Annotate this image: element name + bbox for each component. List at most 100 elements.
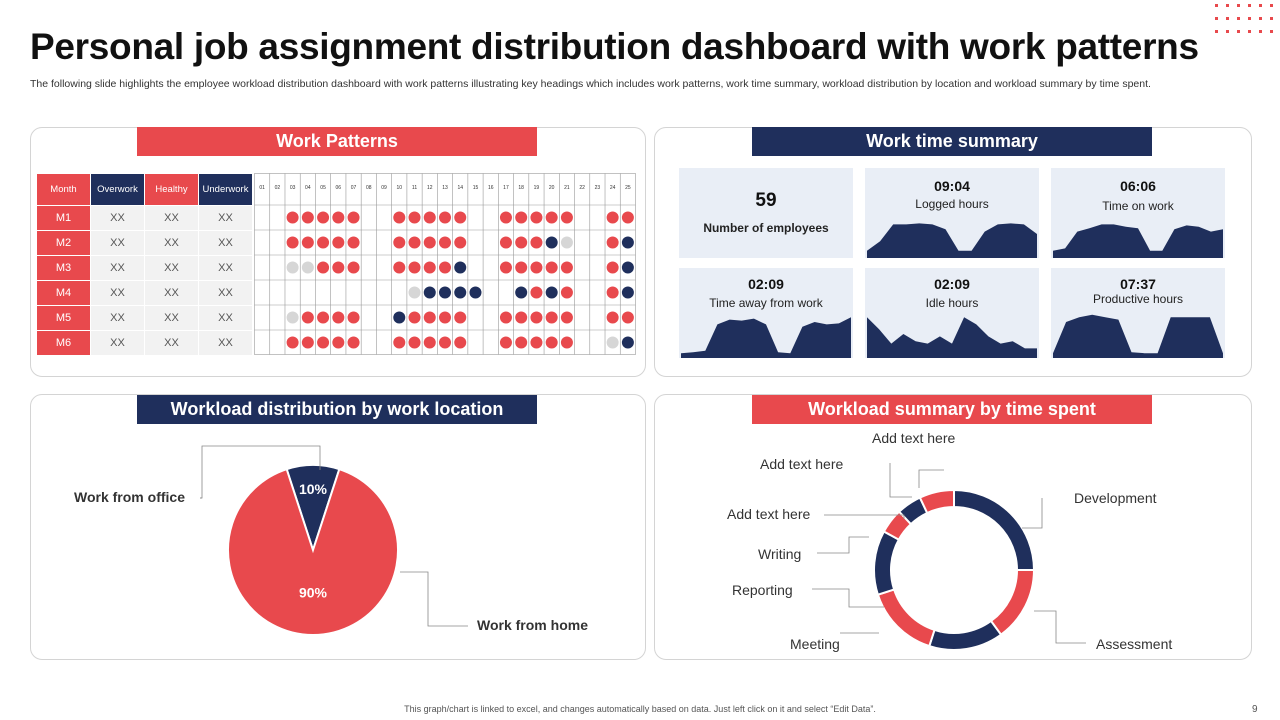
day-dot: [347, 236, 360, 249]
summary-card-value: 06:06: [1120, 178, 1156, 194]
donut-segment: [953, 488, 1036, 571]
page-number: 9: [1252, 704, 1258, 715]
day-dot: [530, 311, 543, 324]
workload-location-header: Workload distribution by work location: [137, 395, 537, 424]
day-dot: [545, 336, 558, 349]
summary-card-label: Time away from work: [709, 296, 823, 310]
cell-overwork: XX: [90, 205, 145, 231]
time-spent-donut-chart: [812, 463, 1086, 651]
day-dot: [499, 311, 512, 324]
donut-segment: [928, 619, 1003, 651]
page-subtitle: The following slide highlights the emplo…: [30, 78, 1151, 90]
day-label: 12: [427, 185, 433, 191]
leader-line: [400, 571, 468, 627]
day-dot: [606, 236, 619, 249]
work-patterns-table: Month Overwork Healthy Underwork M1 XX XX X…: [36, 173, 253, 356]
day-dot: [530, 236, 543, 249]
summary-card-label: Productive hours: [1092, 292, 1184, 306]
day-label: 22: [579, 185, 585, 191]
day-dot: [439, 261, 451, 274]
workload-time-header: Workload summary by time spent: [752, 395, 1152, 424]
cell-underwork: XX: [198, 280, 253, 306]
leader-line: [918, 469, 944, 488]
day-label: 15: [473, 185, 479, 191]
summary-card-value: 02:09: [748, 276, 784, 292]
day-dot: [454, 236, 467, 249]
day-label: 18: [518, 185, 524, 191]
dot-mark: [1237, 17, 1240, 20]
work-patterns-header: Work Patterns: [137, 127, 537, 156]
day-dot: [499, 236, 512, 249]
decorative-dots-icon: [1215, 4, 1273, 33]
dot-mark: [1226, 4, 1229, 7]
dot-mark: [1215, 17, 1218, 20]
day-label: 08: [366, 185, 372, 191]
cell-underwork: XX: [198, 255, 253, 281]
table-row: M2 XX XX XX: [36, 230, 253, 256]
sparkline-shape: [1053, 224, 1223, 258]
day-dot: [515, 261, 528, 274]
dot-mark: [1248, 30, 1251, 33]
day-label: 05: [320, 185, 326, 191]
day-dot: [423, 236, 436, 249]
sparkline-area: [1053, 314, 1223, 358]
summary-card: 09:04 Logged hours: [865, 168, 1039, 258]
day-dot: [499, 336, 512, 349]
cell-underwork: XX: [198, 230, 253, 256]
day-dot: [347, 311, 360, 324]
day-label: 25: [625, 185, 631, 191]
day-dot: [439, 236, 451, 249]
dot-mark: [1248, 17, 1251, 20]
dot-mark: [1226, 30, 1229, 33]
dot-mark: [1215, 4, 1218, 7]
label-add-text-3: Add text here: [727, 506, 811, 522]
leader-line: [812, 588, 884, 608]
page-title: Personal job assignment distribution das…: [30, 26, 1199, 67]
cell-month: M1: [36, 205, 91, 231]
day-dot: [560, 211, 573, 224]
cell-month: M6: [36, 330, 91, 356]
sparkline-shape: [1053, 314, 1223, 358]
sparkline-area: [1053, 224, 1223, 258]
day-dot: [317, 311, 330, 324]
day-dot: [545, 236, 558, 249]
day-dot: [621, 311, 634, 324]
label-work-from-home: Work from home: [477, 617, 588, 633]
day-dot: [545, 311, 558, 324]
day-dot: [606, 336, 619, 349]
work-patterns-header-row: Month Overwork Healthy Underwork: [36, 173, 253, 206]
summary-card: 02:09 Idle hours: [865, 268, 1039, 358]
cell-month: M2: [36, 230, 91, 256]
cell-overwork: XX: [90, 255, 145, 281]
work-location-pie-chart: 10% 90%: [200, 445, 468, 636]
cell-month: M5: [36, 305, 91, 331]
day-dot: [606, 261, 619, 274]
day-dot: [515, 286, 528, 299]
dot-mark: [1259, 4, 1262, 7]
pie-slice: [227, 467, 399, 636]
day-dot: [317, 336, 330, 349]
work-patterns-day-grid: 01 02 03 04 05 06 07 08 09 10 11 12 13 14 15 16 17 18 19 20…: [254, 173, 636, 355]
leader-line: [824, 514, 905, 519]
dot-mark: [1270, 30, 1273, 33]
day-dot: [408, 336, 421, 349]
day-dot: [560, 336, 573, 349]
leader-line: [1034, 610, 1086, 644]
day-dot: [393, 211, 406, 224]
day-label: 17: [503, 185, 509, 191]
label-development: Development: [1074, 490, 1157, 506]
day-dot: [439, 311, 451, 324]
sparkline-area: [681, 317, 851, 358]
day-dot: [439, 286, 451, 299]
table-row: M4 XX XX XX: [36, 280, 253, 306]
day-label: 09: [381, 185, 387, 191]
day-dot: [408, 286, 421, 299]
day-dot: [560, 236, 573, 249]
cell-healthy: XX: [144, 330, 199, 356]
day-dot: [423, 211, 436, 224]
day-dot: [530, 336, 543, 349]
day-dot: [423, 311, 436, 324]
work-time-summary-header: Work time summary: [752, 127, 1152, 156]
day-label: 03: [290, 185, 296, 191]
sparkline-shape: [867, 317, 1037, 358]
